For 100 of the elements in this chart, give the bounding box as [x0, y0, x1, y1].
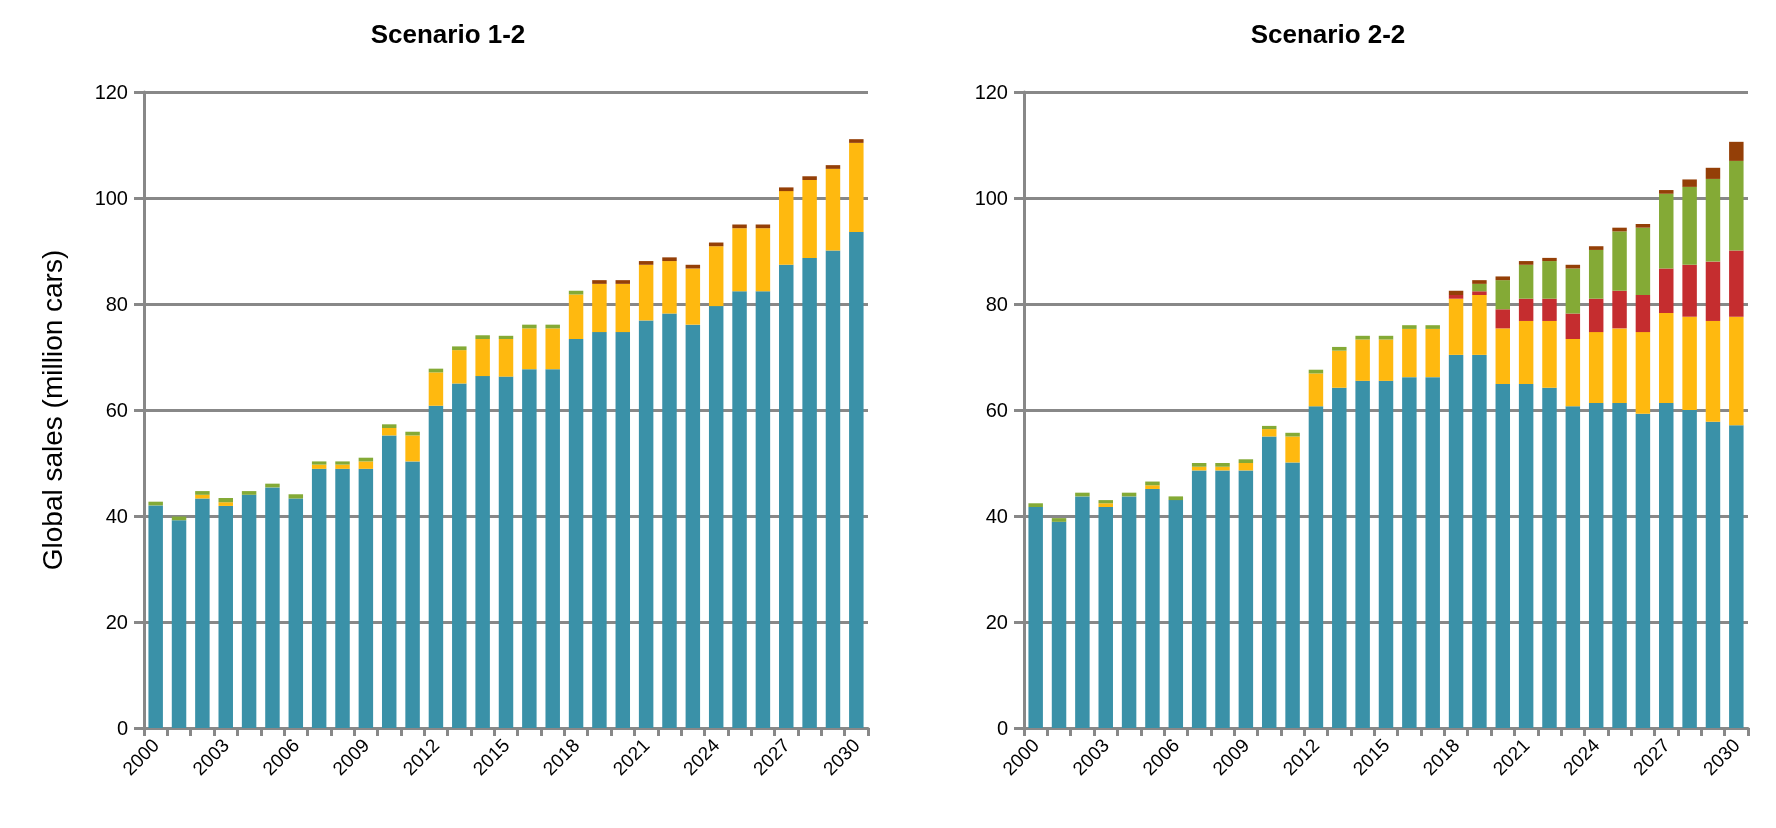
- bar: [1378, 380, 1394, 728]
- bar: [1145, 485, 1160, 489]
- bar: [1425, 328, 1440, 378]
- bar: [1355, 380, 1370, 728]
- bar: [1075, 496, 1090, 728]
- bar: [1378, 335, 1394, 340]
- bar: [1588, 246, 1604, 250]
- y-tick-label: 0: [996, 717, 1008, 739]
- y-tick-label: 40: [985, 505, 1008, 527]
- bar: [218, 502, 233, 506]
- bar: [1542, 387, 1557, 728]
- bar: [545, 328, 560, 370]
- bar: [779, 191, 794, 265]
- bar: [405, 435, 420, 462]
- bar: [685, 268, 701, 325]
- bar: [755, 228, 771, 292]
- bar: [1635, 227, 1651, 295]
- bar: [1308, 406, 1324, 728]
- bar: [545, 369, 560, 728]
- y-tick-label: 80: [985, 293, 1008, 315]
- bar: [195, 498, 210, 728]
- bar: [1472, 280, 1487, 284]
- bar: [1238, 459, 1254, 463]
- bar: [381, 435, 397, 728]
- bar: [522, 328, 537, 370]
- bar: [1588, 298, 1604, 333]
- bar: [1238, 470, 1254, 728]
- bar: [638, 320, 654, 728]
- bar: [475, 376, 490, 728]
- bar: [358, 468, 374, 728]
- bar: [1612, 328, 1627, 404]
- bar: [241, 494, 257, 728]
- y-tick-label: 0: [116, 717, 128, 739]
- bar: [428, 405, 444, 728]
- bar: [1705, 167, 1721, 179]
- bar: [195, 491, 210, 495]
- bar: [849, 231, 864, 728]
- bar: [452, 383, 467, 728]
- bar: [1565, 406, 1581, 728]
- bar: [1448, 298, 1464, 355]
- bar: [498, 335, 514, 339]
- bar: [335, 464, 350, 469]
- bar: [1729, 316, 1744, 426]
- bar: [311, 464, 327, 469]
- bar: [522, 369, 537, 728]
- bar: [662, 261, 677, 314]
- bar: [1402, 325, 1417, 329]
- bar: [1261, 425, 1277, 430]
- bar: [1495, 280, 1511, 310]
- bar: [1425, 377, 1440, 728]
- bar: [1215, 463, 1230, 467]
- bar: [1565, 313, 1581, 339]
- bar: [311, 461, 327, 465]
- chart-title: Scenario 2-2: [1250, 19, 1406, 49]
- bar: [1261, 436, 1277, 728]
- bar: [1729, 250, 1744, 317]
- bar: [1285, 462, 1300, 728]
- y-tick-label: 100: [94, 187, 128, 209]
- bar: [802, 176, 817, 180]
- bar: [1518, 261, 1534, 265]
- bar: [708, 246, 724, 307]
- bar: [708, 306, 724, 728]
- bar: [1588, 403, 1604, 728]
- bar: [802, 179, 817, 258]
- bar: [662, 257, 677, 262]
- bar: [288, 498, 304, 728]
- bar: [1028, 503, 1043, 507]
- bar: [1542, 261, 1557, 299]
- bar: [1682, 410, 1697, 728]
- bar: [1285, 436, 1300, 463]
- y-tick-label: 80: [105, 293, 128, 315]
- bar: [1308, 373, 1324, 407]
- bar: [1495, 276, 1511, 281]
- bar: [1588, 249, 1604, 299]
- bar: [148, 505, 163, 728]
- bar: [592, 280, 607, 284]
- bar: [1191, 470, 1207, 728]
- bar: [1635, 332, 1651, 414]
- bar: [1238, 463, 1254, 471]
- bar: [288, 494, 304, 499]
- bar: [1635, 413, 1651, 728]
- bar: [1121, 496, 1137, 728]
- y-tick-label: 100: [974, 187, 1008, 209]
- bar: [1332, 387, 1347, 728]
- bar: [335, 468, 350, 728]
- bar: [1729, 160, 1744, 251]
- bar: [1659, 313, 1674, 404]
- bar: [311, 468, 327, 728]
- y-tick-label: 20: [105, 611, 128, 633]
- bar: [1729, 141, 1744, 161]
- bar: [685, 324, 701, 728]
- bar: [1659, 193, 1674, 269]
- bar: [592, 332, 607, 728]
- bar: [1612, 403, 1627, 728]
- bar: [802, 257, 817, 728]
- bar: [1425, 325, 1440, 329]
- bar: [1518, 298, 1534, 321]
- bar: [1332, 346, 1347, 351]
- bar: [498, 376, 514, 728]
- bar: [1285, 432, 1300, 437]
